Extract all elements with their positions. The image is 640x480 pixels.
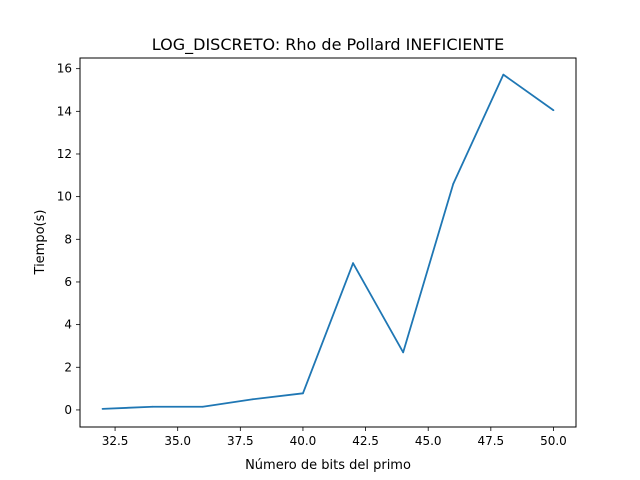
data-point xyxy=(402,351,405,354)
y-tick-label: 6 xyxy=(64,275,72,289)
x-tick-label: 42.5 xyxy=(352,434,379,448)
data-point xyxy=(552,109,555,112)
x-tick-label: 50.0 xyxy=(540,434,567,448)
data-point xyxy=(302,392,304,395)
plot-area: 32.5 35.0 37.5 40.0 42.5 45.0 47.5 50.0 0 2 4 6 8 10 1… xyxy=(57,57,577,448)
data-point xyxy=(452,182,455,185)
y-axis-label: Tiempo(s) xyxy=(33,210,48,276)
x-axis-label: Número de bits del primo xyxy=(245,458,411,473)
y-tick-label: 0 xyxy=(64,403,72,417)
y-tick-label: 4 xyxy=(64,318,72,332)
y-tick-label: 8 xyxy=(64,232,72,246)
data-point xyxy=(251,398,254,401)
y-tick-label: 10 xyxy=(57,190,72,204)
data-point xyxy=(101,407,104,410)
x-tick-label: 37.5 xyxy=(227,434,254,448)
y-tick-label: 16 xyxy=(57,62,72,76)
data-point xyxy=(352,262,354,265)
series-line-0 xyxy=(102,73,554,410)
axes-frame xyxy=(79,57,577,428)
y-tick-label: 14 xyxy=(57,104,72,118)
y-tick-label: 12 xyxy=(57,147,72,161)
x-tick-label: 45.0 xyxy=(415,434,442,448)
x-tick-label: 35.0 xyxy=(164,434,191,448)
y-tick-label: 2 xyxy=(64,360,72,374)
x-tick-label: 40.0 xyxy=(290,434,317,448)
x-tick-label: 47.5 xyxy=(477,434,504,448)
chart-title: LOG_DISCRETO: Rho de Pollard INEFICIENTE xyxy=(152,35,504,55)
data-point xyxy=(151,405,154,408)
data-point xyxy=(502,73,505,76)
data-point xyxy=(201,405,204,408)
x-tick-label: 32.5 xyxy=(102,434,129,448)
